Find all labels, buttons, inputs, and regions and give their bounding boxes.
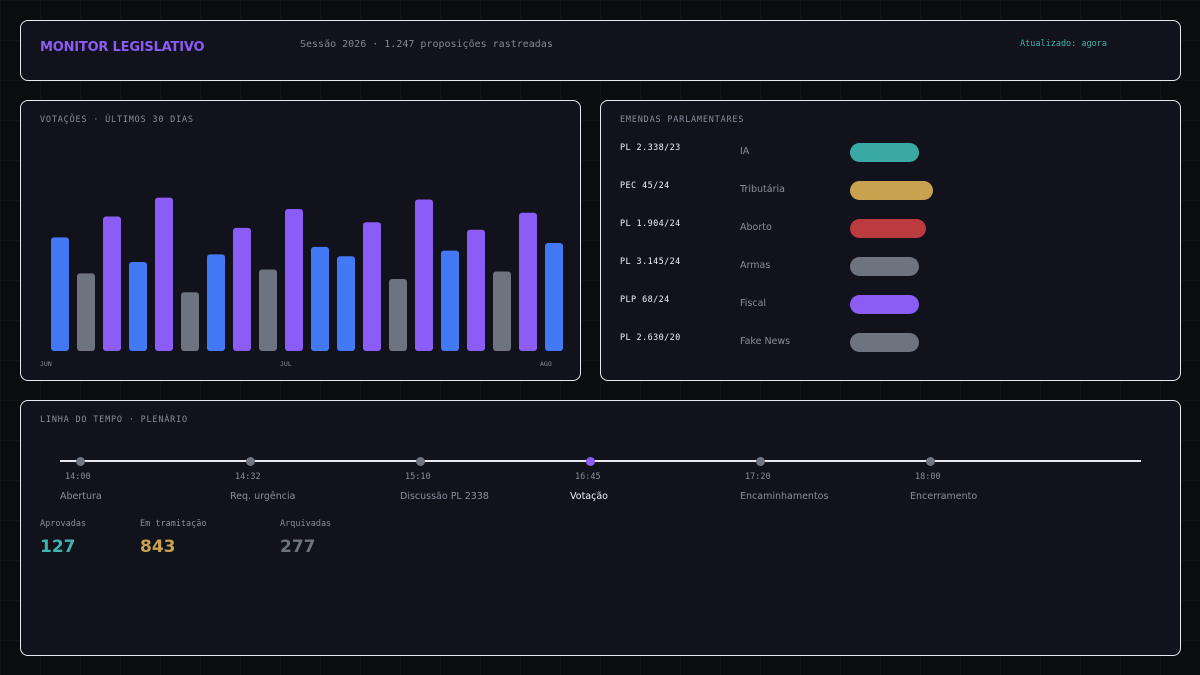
- stat-label: Aprovadas: [40, 519, 87, 529]
- amendment-topic: IA: [740, 146, 750, 157]
- timeline-time: 14:00: [65, 472, 91, 482]
- amendment-code: PL 2.338/23: [620, 143, 681, 153]
- vote-bar[interactable]: [77, 273, 95, 351]
- timeline-panel-title: LINHA DO TEMPO · PLENÁRIO: [40, 415, 188, 425]
- amendment-code: PL 2.630/20: [620, 333, 681, 343]
- amendment-row[interactable]: PLP 68/24 Fiscal: [601, 295, 1180, 315]
- stat-value: 127: [40, 537, 76, 557]
- stat-archived: Arquivadas 277: [280, 519, 331, 557]
- timeline-event[interactable]: 15:10 Discussão PL 2338: [400, 401, 570, 511]
- vote-bar[interactable]: [441, 250, 459, 351]
- timeline-label: Req. urgência: [230, 491, 296, 502]
- update-status: Atualizado: agora: [1020, 39, 1107, 49]
- vote-bar[interactable]: [337, 256, 355, 351]
- amendment-bar: [850, 333, 919, 352]
- amendment-bar: [850, 181, 933, 200]
- vote-bar[interactable]: [389, 279, 407, 351]
- amendment-bar: [850, 257, 919, 276]
- amendment-row[interactable]: PL 2.338/23 IA: [601, 143, 1180, 163]
- amendment-row[interactable]: PEC 45/24 Tributária: [601, 181, 1180, 201]
- timeline-event[interactable]: 14:00 Abertura: [60, 401, 230, 511]
- amendment-topic: Aborto: [740, 222, 772, 233]
- timeline-dot: [246, 457, 255, 466]
- vote-bar[interactable]: [233, 227, 251, 351]
- x-tick-label: JUN: [40, 360, 52, 368]
- timeline-dot: [76, 457, 85, 466]
- stat-label: Arquivadas: [280, 519, 332, 529]
- timeline-dot: [756, 457, 765, 466]
- timeline-label: Encerramento: [910, 491, 978, 502]
- votes-panel-title: VOTAÇÕES · ÚLTIMOS 30 DIAS: [40, 115, 194, 125]
- vote-bar[interactable]: [311, 246, 329, 351]
- vote-bar[interactable]: [155, 197, 173, 351]
- vote-bar[interactable]: [467, 229, 485, 351]
- amendments-panel-title: EMENDAS PARLAMENTARES: [620, 115, 745, 125]
- app-title: MONITOR LEGISLATIVO: [40, 40, 205, 55]
- vote-bar[interactable]: [285, 208, 303, 351]
- timeline-event[interactable]: 16:45 Votação: [570, 401, 740, 511]
- amendments-panel: EMENDAS PARLAMENTARES PL 2.338/23 IA PEC…: [600, 100, 1181, 381]
- timeline-axis: [60, 460, 1141, 462]
- votes-bar-chart: JUN JUL AGO: [40, 197, 563, 368]
- stat-label: Em tramitação: [140, 519, 207, 529]
- stat-value: 277: [280, 537, 316, 557]
- amendment-bar: [850, 295, 919, 314]
- timeline-time: 15:10: [405, 472, 431, 482]
- timeline-event[interactable]: 14:32 Req. urgência: [230, 401, 400, 511]
- amendment-bar: [850, 143, 919, 162]
- timeline-dot: [926, 457, 935, 466]
- amendment-topic: Armas: [740, 260, 771, 271]
- timeline-label: Encaminhamentos: [740, 491, 829, 502]
- stat-value: 843: [140, 537, 176, 557]
- amendment-bar: [850, 219, 926, 238]
- vote-bar[interactable]: [493, 271, 511, 351]
- x-tick-label: AGO: [540, 360, 552, 368]
- timeline-time: 16:45: [575, 472, 601, 482]
- stat-approved: Aprovadas 127: [40, 519, 86, 557]
- vote-bar[interactable]: [103, 216, 121, 351]
- timeline-dot: [586, 457, 595, 466]
- timeline-time: 14:32: [235, 472, 261, 482]
- vote-bar[interactable]: [51, 237, 69, 351]
- timeline-dot: [416, 457, 425, 466]
- amendment-code: PLP 68/24: [620, 295, 670, 305]
- stat-in-progress: Em tramitação 843: [140, 519, 207, 557]
- amendment-row[interactable]: PL 2.630/20 Fake News: [601, 333, 1180, 353]
- amendment-row[interactable]: PL 1.904/24 Aborto: [601, 219, 1180, 239]
- amendment-code: PL 1.904/24: [620, 219, 681, 229]
- vote-bar[interactable]: [181, 292, 199, 351]
- x-tick-label: JUL: [280, 360, 292, 368]
- timeline-label: Discussão PL 2338: [400, 491, 489, 502]
- vote-bar[interactable]: [259, 269, 277, 351]
- header-panel: MONITOR LEGISLATIVO Sessão 2026 · 1.247 …: [20, 20, 1181, 81]
- vote-bar[interactable]: [519, 212, 537, 351]
- amendment-code: PL 3.145/24: [620, 257, 681, 267]
- timeline-label: Abertura: [60, 491, 102, 502]
- timeline-panel: LINHA DO TEMPO · PLENÁRIO 14:00 Abertura…: [20, 400, 1181, 656]
- amendment-topic: Fiscal: [740, 298, 767, 309]
- timeline-event[interactable]: 18:00 Encerramento: [910, 401, 1080, 511]
- vote-bar[interactable]: [415, 199, 433, 351]
- vote-bar[interactable]: [545, 243, 563, 351]
- amendment-row[interactable]: PL 3.145/24 Armas: [601, 257, 1180, 277]
- session-info: Sessão 2026 · 1.247 proposições rastread…: [300, 39, 553, 50]
- votes-panel: VOTAÇÕES · ÚLTIMOS 30 DIAS JUN JUL AGO: [20, 100, 581, 381]
- vote-bar[interactable]: [363, 222, 381, 351]
- amendment-topic: Fake News: [740, 336, 791, 347]
- timeline-time: 17:20: [745, 472, 771, 482]
- amendment-topic: Tributária: [740, 184, 785, 195]
- vote-bar[interactable]: [207, 254, 225, 351]
- timeline-time: 18:00: [915, 472, 941, 482]
- vote-bar[interactable]: [129, 261, 147, 351]
- timeline-label: Votação: [570, 491, 608, 502]
- timeline-event[interactable]: 17:20 Encaminhamentos: [740, 401, 910, 511]
- amendment-code: PEC 45/24: [620, 181, 670, 191]
